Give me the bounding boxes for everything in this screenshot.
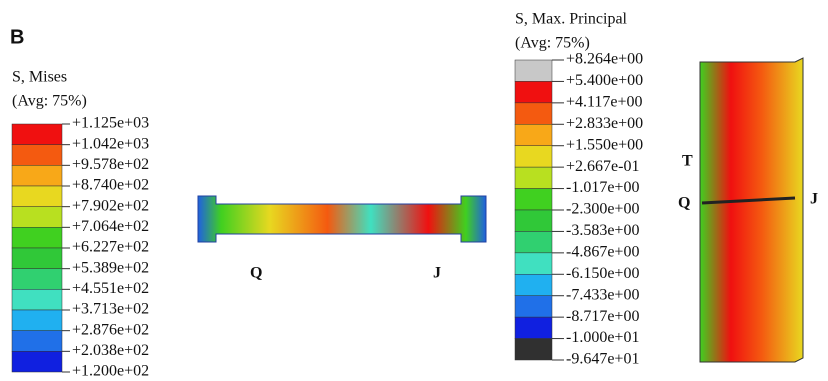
color-band	[12, 331, 62, 352]
model-label: J	[810, 191, 818, 208]
color-band	[12, 186, 62, 207]
model-label: Q	[250, 265, 262, 282]
legend-label: +2.038e+02	[72, 342, 149, 359]
color-band	[12, 310, 62, 331]
legend-label: -4.867e+00	[566, 244, 639, 261]
legend-label: +3.713e+02	[72, 301, 149, 318]
color-band	[515, 146, 552, 167]
legend-label: +1.042e+03	[72, 135, 149, 152]
legend-label: +8.740e+02	[72, 177, 149, 194]
legend-label: +4.117e+00	[566, 94, 643, 111]
legend-label: +2.876e+02	[72, 321, 149, 338]
legend-label: +2.667e-01	[566, 158, 639, 175]
legend-label: +6.227e+02	[72, 239, 149, 256]
legend-label: -3.583e+00	[566, 222, 639, 239]
model-label: Q	[678, 195, 690, 212]
color-band	[515, 253, 552, 274]
legend-label: -1.000e+01	[566, 329, 639, 346]
specimen-model	[198, 196, 486, 242]
legend-label: +2.833e+00	[566, 115, 643, 132]
color-band	[12, 269, 62, 290]
color-band	[12, 351, 62, 372]
legend-subtitle: (Avg: 75%)	[515, 35, 590, 52]
legend-title: S, Max. Principal	[515, 11, 628, 28]
color-band	[515, 231, 552, 252]
legend-label: +1.200e+02	[72, 363, 149, 380]
color-band	[515, 167, 552, 188]
color-band	[515, 210, 552, 231]
color-band	[515, 274, 552, 295]
legend-label: +5.400e+00	[566, 72, 643, 89]
legend-label: -7.433e+00	[566, 286, 639, 303]
legend-title: S, Mises	[12, 69, 67, 86]
legend-label: +1.550e+00	[566, 136, 643, 153]
legend-label: +9.578e+02	[72, 156, 149, 173]
legend-label: +7.064e+02	[72, 218, 149, 235]
legend-subtitle: (Avg: 75%)	[12, 93, 87, 110]
legend-label: +1.125e+03	[72, 115, 149, 132]
color-band	[515, 189, 552, 210]
legend-label: +7.902e+02	[72, 197, 149, 214]
legend-label: -2.300e+00	[566, 201, 639, 218]
color-band	[515, 296, 552, 317]
color-band	[12, 207, 62, 228]
model-label: T	[682, 153, 693, 170]
color-band	[12, 145, 62, 166]
legend-label: +5.389e+02	[72, 259, 149, 276]
legend-label: -8.717e+00	[566, 308, 639, 325]
color-band	[12, 227, 62, 248]
figure: B S, Mises (Avg: 75%) +1.125e+03 +1.042e+03…	[0, 0, 828, 381]
panel-label: B	[10, 26, 24, 48]
legend-label: +8.264e+00	[566, 51, 643, 68]
page: B S, Mises (Avg: 75%) +1.125e+03 +1.042e+03…	[0, 0, 828, 381]
model-label: J	[433, 265, 441, 282]
legend-label: -1.017e+00	[566, 179, 639, 196]
color-band	[12, 289, 62, 310]
color-band	[515, 317, 552, 338]
color-band	[12, 124, 62, 145]
color-band	[515, 81, 552, 102]
color-band	[515, 339, 552, 360]
legend-label: -9.647e+01	[566, 351, 639, 368]
legend-label: -6.150e+00	[566, 265, 639, 282]
color-band	[515, 60, 552, 81]
color-band	[515, 124, 552, 145]
color-band	[12, 248, 62, 269]
color-band	[515, 103, 552, 124]
legend-label: +4.551e+02	[72, 280, 149, 297]
color-band	[12, 165, 62, 186]
block-model	[700, 58, 803, 362]
